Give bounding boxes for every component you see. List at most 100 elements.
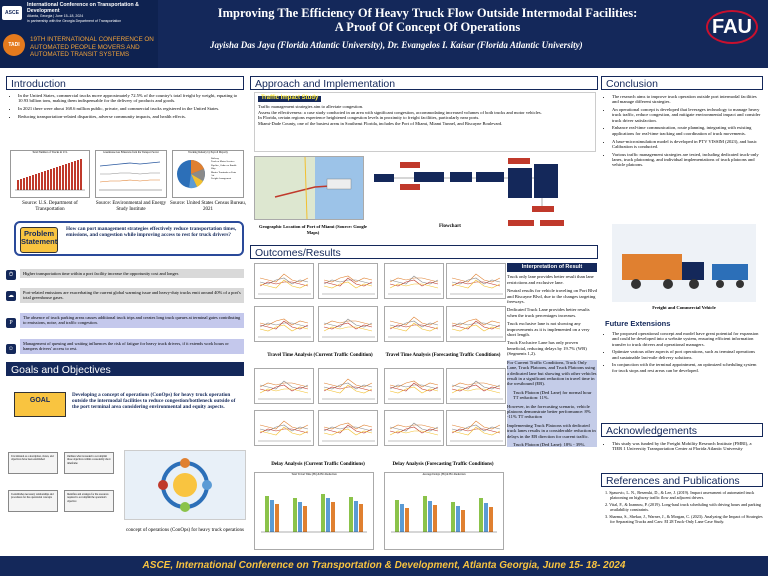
conference-partner: in partnership with the Georgia Departme… [27, 19, 122, 23]
result-line-chart [446, 368, 506, 404]
intro-bullet: Reducing transportation-related disparit… [18, 114, 246, 119]
conclusion-bullet: An operational concept is developed that… [612, 107, 762, 123]
clock-icon: ⏱ [6, 270, 16, 280]
interpretation-text: Dedicated Truck Lane provides better res… [507, 307, 590, 318]
result-series-line [323, 279, 373, 285]
result-series-line [259, 420, 309, 430]
result-series-line [323, 424, 373, 434]
emission-icon: ☁ [6, 291, 16, 301]
fau-logo: FAU [706, 10, 758, 44]
trucks-bar-chart: Total Number of Trucks in U.S. [10, 150, 90, 198]
problem-item: Port-related emissions are exacerbating … [20, 288, 244, 303]
result-series-line [323, 318, 373, 328]
result-series-line [451, 279, 501, 289]
result-series-line [323, 277, 373, 287]
result-series-line [259, 324, 309, 332]
result-line-plot [322, 318, 375, 338]
result-line-chart [446, 306, 506, 342]
result-series-line [451, 322, 501, 328]
result-line-plot [258, 318, 311, 338]
approach-line: In Florida, certain regions experience h… [258, 115, 480, 121]
result-line-plot [450, 420, 503, 442]
source-eesi: Source: Environmental and Energy Study I… [95, 201, 167, 212]
result-series-line [323, 281, 373, 289]
poster-title: Improving The Efficiency Of Heavy Truck … [165, 6, 690, 34]
acknowledgements-text: This study was funded by the Freight Mob… [612, 441, 762, 452]
result-line-plot [450, 318, 503, 338]
conops-card: It is initiated as a description, vision… [8, 452, 58, 474]
future-bullets: The proposed operational concept and mod… [602, 331, 762, 376]
result-series-line [451, 388, 501, 394]
result-line-plot [388, 275, 441, 295]
conference-panel: ASCE International Conference on Transpo… [0, 0, 158, 68]
result-line-chart [254, 306, 314, 342]
result-series-line [323, 275, 373, 283]
result-series-line [259, 424, 309, 432]
poster-header: ASCE International Conference on Transpo… [0, 0, 768, 68]
trucks-bars [15, 159, 85, 191]
chart-title: Average Delays (Hr) & Hrs Reduction [422, 473, 466, 476]
conclusion-heading: Conclusion [601, 76, 763, 90]
conclusion-bullet: A base-microsimulation model is develope… [612, 139, 762, 150]
result-line-chart [446, 263, 506, 299]
asce-logo: ASCE [2, 6, 22, 20]
legend-item: Marine Terminals or Ports [211, 170, 237, 174]
pie-legend: Railway Truck or Motor Services Pipeline… [211, 157, 237, 181]
result-line-plot [258, 273, 311, 295]
legend-item: Truck or Motor Services [211, 160, 235, 164]
interpretation-text: Truck only lane provides better result t… [507, 274, 594, 285]
result-line-chart [254, 263, 314, 299]
tt-forecast-caption: Travel Time Analysis (Forecasting Traffi… [385, 353, 501, 358]
result-series-line [323, 384, 373, 394]
result-series-line [389, 275, 439, 285]
result-series-line [451, 277, 501, 285]
legend-item: Freight Arrangement [211, 177, 231, 181]
result-series-line [451, 320, 501, 330]
map-graphic [274, 156, 363, 220]
results-heading: Outcomes/Results [250, 245, 598, 259]
interpretation-text: Neutral results for vehicle traveling on… [507, 288, 597, 305]
problem-statement-text: How can port management strategies effec… [66, 226, 237, 239]
tadi-logo: TADI [3, 34, 25, 56]
result-line-plot [322, 378, 375, 400]
tt-current-caption: Travel Time Analysis (Current Traffic Co… [267, 353, 373, 358]
result-series-line [323, 422, 373, 430]
result-series-line [259, 273, 309, 283]
result-series-line [259, 382, 309, 388]
result-series-line [451, 380, 501, 390]
result-line-plot [388, 316, 441, 338]
conclusion-bullet: The research aims to improve truck opera… [612, 94, 762, 105]
industry-pie-chart: Trucking Industry by Payroll Majority Ra… [172, 150, 244, 198]
parking-icon: P [6, 318, 16, 328]
result-series-line [259, 279, 309, 289]
result-line-plot [322, 275, 375, 295]
result-series-line [451, 324, 501, 332]
interpretation-highlight: For Current Traffic Conditions, Truck On… [507, 359, 597, 448]
fatigue-icon: ☺ [6, 344, 16, 354]
result-line-chart [384, 410, 444, 446]
result-line-plot [322, 422, 375, 442]
approach-line: Miami-Dade County, one of the busiest ar… [258, 121, 503, 127]
result-line-plot [388, 422, 441, 442]
result-line-plot [258, 420, 311, 442]
source-dot: Source: U.S. Department of Transportatio… [22, 201, 78, 212]
result-line-chart [318, 263, 378, 299]
result-series-line [389, 320, 439, 328]
result-series-line [389, 424, 439, 430]
conops-card: Identifies and arranges for the resource… [64, 490, 114, 512]
problem-item: Management of queuing and waiting influe… [20, 339, 244, 354]
result-series-line [259, 322, 309, 328]
interpretation-text: However, in the forecasting scenario, ve… [507, 403, 591, 420]
conference-name: International Conference on Transportati… [27, 2, 139, 14]
future-bullet: Optimize various other aspects of port o… [612, 349, 762, 360]
chart-title: Total Number of Trucks in U.S. [32, 151, 68, 154]
interpretation-text: Truck Platoon (Ded Lane) for normal hour… [513, 389, 592, 401]
approach-line: Assess the effectiveness: a case study c… [258, 109, 542, 115]
goal-text: Developing a concept of operations (ConO… [72, 392, 236, 411]
approach-heading: Approach and Implementation [250, 76, 598, 90]
reference-item: 2. Vital, F., & Ioannou, P. (2019). Long… [605, 502, 761, 512]
result-series-line [389, 322, 439, 332]
conference-date: Atlanta, Georgia | June 15–18, 2024 [27, 14, 84, 18]
chart-title: Greenhouse Gas Emissions from the Transp… [103, 151, 159, 154]
goals-heading: Goals and Objectives [6, 362, 244, 376]
